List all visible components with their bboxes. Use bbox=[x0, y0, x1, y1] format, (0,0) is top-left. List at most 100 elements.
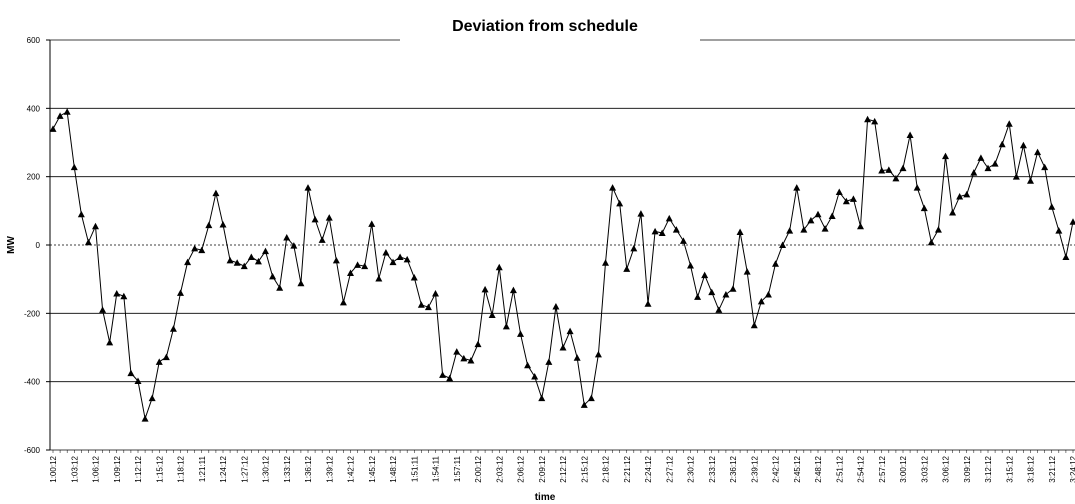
x-tick-label: 1:45:12 bbox=[368, 455, 377, 482]
x-tick-label: 3:15:12 bbox=[1005, 455, 1014, 482]
chart-title: Deviation from schedule bbox=[452, 18, 638, 35]
y-tick-label: 0 bbox=[36, 241, 41, 250]
x-tick-label: 2:12:12 bbox=[559, 455, 568, 482]
point-marker bbox=[304, 184, 312, 191]
point-marker bbox=[106, 338, 114, 346]
y-tick-label: -600 bbox=[24, 446, 41, 455]
point-marker bbox=[120, 292, 128, 300]
point-marker bbox=[1062, 253, 1070, 260]
point-marker bbox=[368, 220, 376, 227]
point-marker bbox=[495, 263, 503, 271]
point-marker bbox=[424, 303, 432, 311]
x-tick-label: 2:57:12 bbox=[878, 455, 887, 482]
point-marker bbox=[417, 301, 425, 308]
point-marker bbox=[325, 214, 333, 221]
point-marker bbox=[800, 226, 808, 233]
point-marker bbox=[1034, 148, 1042, 156]
x-tick-label: 1:09:12 bbox=[113, 455, 122, 482]
x-tick-label: 3:06:12 bbox=[942, 455, 951, 482]
point-marker bbox=[1005, 120, 1013, 127]
point-marker bbox=[658, 229, 666, 237]
y-axis-label: MW bbox=[6, 236, 17, 254]
point-marker bbox=[545, 358, 553, 365]
point-marker bbox=[254, 257, 262, 265]
point-marker bbox=[488, 311, 496, 319]
point-marker bbox=[361, 262, 369, 270]
point-marker bbox=[899, 164, 907, 172]
point-marker bbox=[949, 209, 957, 216]
x-tick-label: 2:54:12 bbox=[857, 455, 866, 482]
point-marker bbox=[835, 188, 843, 196]
point-marker bbox=[665, 214, 673, 222]
x-tick-label: 1:18:12 bbox=[177, 455, 186, 482]
point-marker bbox=[92, 222, 99, 230]
point-marker bbox=[134, 377, 142, 384]
point-marker bbox=[403, 255, 411, 263]
x-tick-label: 1:42:12 bbox=[347, 455, 356, 482]
point-marker bbox=[517, 330, 524, 337]
y-tick-label: -200 bbox=[24, 309, 41, 318]
x-tick-label: 2:15:12 bbox=[580, 455, 589, 482]
point-marker bbox=[679, 237, 687, 244]
x-tick-label: 3:09:12 bbox=[963, 455, 972, 482]
point-marker bbox=[587, 394, 595, 402]
point-marker bbox=[750, 321, 758, 329]
point-marker bbox=[347, 269, 354, 277]
point-marker bbox=[56, 112, 64, 119]
marks bbox=[49, 108, 1075, 422]
point-marker bbox=[382, 249, 390, 256]
x-tick-label: 1:15:12 bbox=[155, 455, 164, 482]
x-tick-label: 2:00:12 bbox=[474, 455, 483, 482]
x-tick-label: 3:24:12 bbox=[1069, 455, 1075, 482]
point-marker bbox=[1055, 227, 1063, 234]
x-tick-label: 2:45:12 bbox=[793, 455, 802, 482]
point-marker bbox=[70, 163, 78, 171]
x-tick-label: 2:24:12 bbox=[644, 455, 653, 482]
point-marker bbox=[453, 348, 461, 355]
point-marker bbox=[410, 273, 418, 281]
point-marker bbox=[240, 262, 248, 270]
point-marker bbox=[764, 291, 772, 298]
x-tick-label: 2:21:12 bbox=[623, 455, 632, 482]
x-tick-label: 1:06:12 bbox=[92, 455, 101, 482]
point-marker bbox=[141, 415, 149, 422]
point-marker bbox=[191, 244, 199, 252]
x-tick-label: 2:18:12 bbox=[602, 455, 611, 482]
point-marker bbox=[715, 306, 723, 313]
point-marker bbox=[616, 199, 624, 207]
x-tick-label: 2:42:12 bbox=[772, 455, 781, 482]
grid: -600 -400 -200 0 200 400 600 1:00:12 1:03:12 1:06… bbox=[24, 36, 1075, 483]
y-tick-label: 200 bbox=[27, 173, 41, 182]
point-marker bbox=[219, 221, 227, 228]
x-tick-label: 3:18:12 bbox=[1027, 455, 1036, 482]
point-marker bbox=[849, 195, 857, 202]
point-marker bbox=[934, 226, 942, 233]
point-marker bbox=[509, 286, 517, 294]
point-marker bbox=[283, 233, 291, 241]
point-marker bbox=[531, 373, 539, 380]
point-marker bbox=[552, 303, 560, 310]
point-marker bbox=[1048, 203, 1056, 210]
point-marker bbox=[99, 306, 107, 313]
x-tick-label: 1:12:12 bbox=[134, 455, 143, 482]
point-marker bbox=[828, 212, 836, 219]
point-marker bbox=[339, 298, 347, 306]
point-marker bbox=[772, 260, 779, 267]
point-marker bbox=[460, 354, 468, 362]
x-tick-label: 2:51:12 bbox=[835, 455, 844, 482]
point-marker bbox=[672, 226, 680, 233]
point-marker bbox=[396, 253, 404, 260]
point-marker bbox=[594, 350, 602, 358]
point-marker bbox=[701, 271, 709, 279]
point-marker bbox=[1069, 218, 1075, 225]
point-marker bbox=[970, 169, 978, 176]
point-marker bbox=[169, 325, 177, 332]
x-tick-label: 2:33:12 bbox=[708, 455, 717, 482]
point-marker bbox=[793, 184, 801, 191]
point-marker bbox=[977, 154, 985, 161]
x-tick-label: 1:39:12 bbox=[325, 455, 334, 482]
point-marker bbox=[573, 354, 581, 361]
point-marker bbox=[963, 190, 971, 198]
point-marker bbox=[779, 241, 787, 248]
